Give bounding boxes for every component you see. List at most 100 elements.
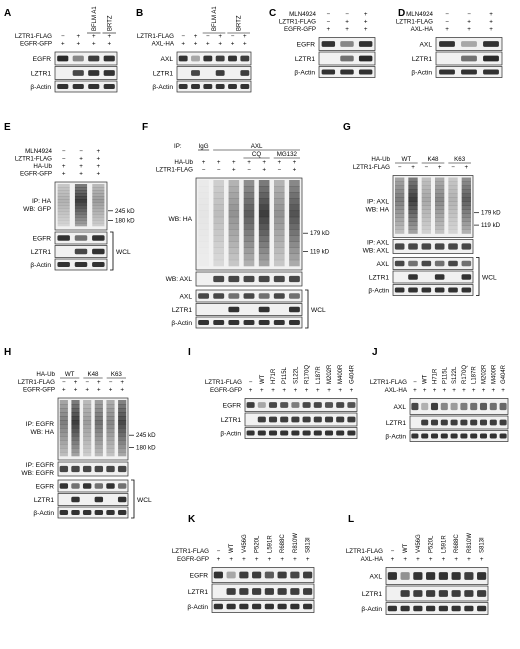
panel-letter-I: I: [188, 347, 191, 358]
blot-band: [408, 260, 418, 267]
ub-smear: [395, 201, 405, 206]
ub-smear: [421, 217, 431, 222]
ub-smear: [435, 177, 445, 182]
sign: +: [482, 387, 486, 394]
ub-smear: [74, 199, 88, 203]
sign: +: [97, 387, 101, 394]
blot-AXL: [435, 37, 503, 51]
smear-blot: [57, 397, 129, 461]
blot-band: [213, 571, 223, 579]
ub-smear: [57, 208, 70, 212]
panel-letter-A: A: [4, 8, 11, 19]
ub-smear: [71, 452, 80, 457]
ub-smear: [59, 440, 68, 445]
sign: +: [231, 41, 235, 48]
panel-letter-E: E: [4, 122, 11, 133]
sign: −: [345, 11, 349, 18]
blot-band: [324, 430, 334, 436]
ub-smear: [59, 448, 68, 453]
blot-band: [461, 260, 472, 267]
ub-smear: [118, 420, 127, 425]
blot-band: [413, 590, 423, 597]
ub-smear: [118, 440, 127, 445]
blot-band: [499, 433, 507, 439]
blot-band: [483, 69, 499, 75]
ub-smear: [273, 186, 285, 193]
row-label: AXL-HA: [361, 556, 384, 563]
sign: +: [76, 41, 80, 48]
blot-band: [450, 402, 458, 411]
ub-smear: [448, 185, 458, 190]
row-label: LZTR1-FLAG: [353, 164, 390, 171]
ub-smear: [421, 213, 431, 218]
blot-band: [347, 430, 356, 436]
ub-smear: [228, 186, 240, 193]
ub-smear: [461, 193, 471, 198]
panel-letter-D: D: [398, 8, 405, 19]
ip-blot: [57, 461, 129, 477]
ub-smear: [57, 214, 70, 218]
mutant-label: WT: [229, 543, 235, 553]
blot-band: [240, 84, 250, 89]
row-label: MLN4924: [289, 11, 316, 18]
ub-smear: [228, 229, 240, 236]
sign: +: [97, 156, 101, 163]
wcl-label: WCL: [116, 249, 131, 256]
ub-smear: [243, 247, 255, 255]
ub-smear: [71, 448, 80, 453]
sign: +: [61, 41, 65, 48]
ub-smear: [421, 229, 431, 234]
blot-band: [421, 402, 429, 411]
ip-blot-label: IP: EGFR: [26, 462, 54, 469]
ub-smear: [421, 209, 431, 214]
mutant-label: WT: [403, 543, 409, 553]
ub-smear: [408, 197, 418, 202]
blot-band: [426, 605, 436, 612]
mutant-label: S813I: [306, 537, 312, 553]
blot-band: [461, 274, 472, 280]
ub-smear: [83, 420, 92, 425]
ip-blot-label: WB: EGFR: [21, 470, 54, 477]
blot-band: [336, 430, 345, 436]
blot-band: [243, 320, 255, 325]
sign: +: [411, 164, 415, 171]
ip-blot-label: IP: AXL: [367, 240, 389, 247]
sign: +: [243, 41, 247, 48]
ub-smear: [448, 205, 458, 210]
blot-band: [302, 416, 311, 423]
row-label: LZTR1-FLAG: [370, 379, 407, 386]
ub-smear: [461, 197, 471, 202]
ub-smear: [258, 210, 270, 218]
blot-band: [239, 588, 249, 595]
wcl-bracket: [305, 289, 309, 329]
blot-band: [430, 433, 439, 439]
ub-smear: [59, 444, 68, 449]
ub-smear: [213, 204, 225, 212]
blot-band: [106, 510, 115, 515]
blot-AXL: [409, 398, 509, 415]
sign: +: [260, 387, 264, 394]
ub-smear: [461, 185, 471, 190]
ub-smear: [258, 216, 270, 224]
blot-band: [191, 55, 200, 62]
ub-smear: [289, 198, 300, 205]
wcl-bracket: [476, 257, 480, 296]
blot-EGFR: [244, 398, 358, 412]
blot-band: [347, 416, 356, 423]
ub-smear: [243, 259, 255, 267]
ip-band: [82, 465, 92, 473]
blot-band: [489, 419, 497, 426]
sign: +: [445, 26, 449, 33]
blot-band: [72, 70, 84, 76]
ip-band: [228, 275, 240, 283]
mutant-label: S122L: [452, 366, 458, 384]
row-label: LZTR1-FLAG: [346, 548, 383, 555]
blot-label: LZTR1: [369, 274, 389, 281]
ub-smear: [258, 253, 270, 261]
blot-band: [94, 483, 104, 489]
ub-smear: [118, 400, 127, 405]
ub-smear: [289, 247, 300, 255]
ip-band: [59, 465, 69, 473]
blot-band: [268, 402, 278, 408]
